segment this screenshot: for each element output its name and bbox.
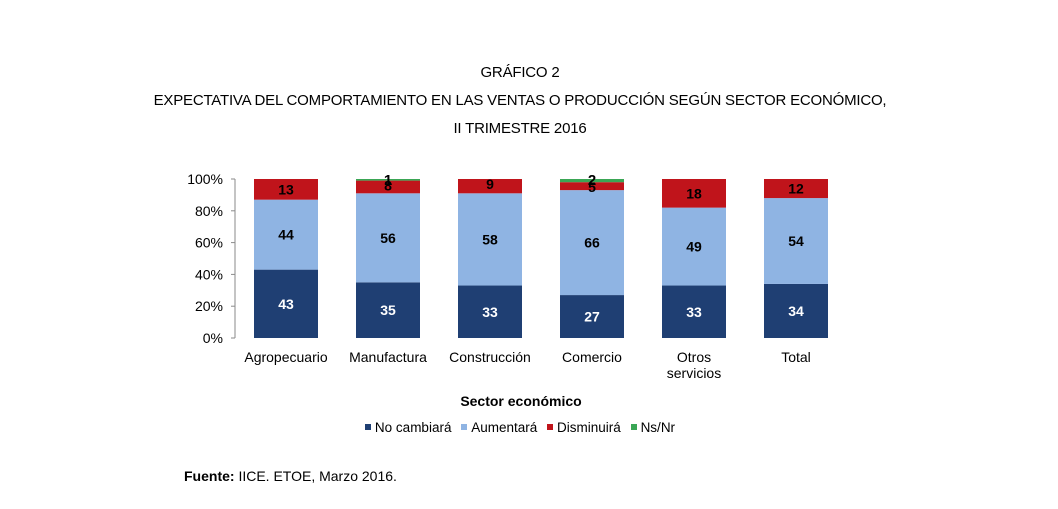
- bar-no-cambiara-otros-servicios: [662, 285, 726, 338]
- bar-disminuira-construccion: [458, 179, 522, 194]
- bar-aumentara-agropecuario: [254, 199, 318, 270]
- legend-swatch-disminuira: [547, 424, 554, 431]
- x-tick-label-line: Manufactura: [349, 349, 427, 365]
- chart-title-line-2: EXPECTATIVA DEL COMPORTAMIENTO EN LAS VE…: [153, 92, 887, 109]
- bar-aumentara-construccion: [458, 193, 522, 286]
- source-note: Fuente: IICE. ETOE, Marzo 2016.: [184, 468, 397, 484]
- x-tick-label-manufactura: Manufactura: [349, 349, 427, 365]
- legend-swatch-aumentara: [461, 424, 468, 431]
- bar-disminuira-total: [764, 179, 828, 199]
- data-label-disminuira-agropecuario: 13: [278, 181, 294, 197]
- legend-swatch-nsnr: [630, 424, 637, 431]
- data-label-ns-nr-comercio: 2: [588, 172, 596, 189]
- bar-no-cambiara-construccion: [458, 285, 522, 338]
- data-label-no-cambiara-construccion: 33: [482, 304, 498, 320]
- legend-item-disminuira: Disminuirá: [547, 420, 621, 435]
- y-tick-label: 100%: [187, 171, 223, 187]
- bar-no-cambiara-comercio: [560, 295, 624, 338]
- bar-no-cambiara-agropecuario: [254, 269, 318, 338]
- data-label-aumentara-agropecuario: 44: [278, 227, 294, 243]
- bar-no-cambiara-total: [764, 283, 828, 338]
- source-text: IICE. ETOE, Marzo 2016.: [234, 468, 397, 484]
- x-axis-title: Sector económico: [460, 393, 581, 409]
- data-label-disminuira-construccion: 9: [486, 176, 494, 192]
- legend-label-no-cambiara: No cambiará: [374, 420, 452, 435]
- y-tick-label: 80%: [195, 203, 223, 219]
- bar-aumentara-total: [764, 198, 828, 284]
- data-label-disminuira-otros-servicios: 18: [686, 185, 702, 201]
- x-tick-label-total: Total: [781, 349, 811, 365]
- x-tick-label-otros-servicios: Otros servicios: [667, 349, 721, 381]
- y-tick-label: 60%: [195, 235, 223, 251]
- data-label-disminuira-total: 12: [788, 181, 804, 197]
- chart-title-line-3: II TRIMESTRE 2016: [453, 120, 587, 137]
- legend-swatch-no-cambiara: [364, 424, 371, 431]
- chart-title-line-1: GRÁFICO 2: [480, 64, 560, 81]
- x-tick-label-agropecuario: Agropecuario: [244, 349, 327, 365]
- x-tick-label-line: servicios: [667, 365, 721, 381]
- data-label-disminuira-manufactura: 8: [384, 178, 392, 194]
- data-label-ns-nr-manufactura: 1: [384, 172, 392, 189]
- legend-label-nsnr: Ns/Nr: [640, 420, 676, 435]
- x-tick-label-line: Total: [781, 349, 811, 365]
- legend-label-disminuira: Disminuirá: [557, 420, 621, 435]
- x-tick-label-comercio: Comercio: [562, 349, 622, 365]
- bar-aumentara-otros-servicios: [662, 207, 726, 286]
- data-label-aumentara-construccion: 58: [482, 231, 498, 247]
- data-label-aumentara-manufactura: 56: [380, 230, 396, 246]
- data-label-no-cambiara-manufactura: 35: [380, 302, 396, 318]
- x-tick-label-line: Construcción: [449, 349, 531, 365]
- bar-disminuira-otros-servicios: [662, 179, 726, 208]
- data-label-aumentara-otros-servicios: 49: [686, 239, 702, 255]
- chart-legend: No cambiará Aumentará Disminuirá Ns/Nr: [0, 420, 1040, 435]
- bar-disminuira-comercio: [560, 182, 624, 191]
- stacked-bar-chart: 0%20%40%60%80%100%434413Agropecuario3556…: [187, 171, 828, 409]
- x-tick-label-construccion: Construcción: [449, 349, 531, 365]
- data-label-disminuira-comercio: 5: [588, 179, 596, 195]
- y-tick-label: 20%: [195, 298, 223, 314]
- data-label-aumentara-total: 54: [788, 233, 804, 249]
- x-tick-label-line: Agropecuario: [244, 349, 327, 365]
- bar-aumentara-manufactura: [356, 193, 420, 283]
- data-label-no-cambiara-comercio: 27: [584, 309, 600, 325]
- bar-ns-nr-manufactura: [356, 179, 420, 181]
- x-tick-label-line: Otros: [677, 349, 711, 365]
- bar-aumentara-comercio: [560, 190, 624, 296]
- legend-item-no-cambiara: No cambiará: [364, 420, 452, 435]
- legend-label-aumentara: Aumentará: [471, 420, 538, 435]
- data-label-no-cambiara-agropecuario: 43: [278, 296, 294, 312]
- data-label-no-cambiara-total: 34: [788, 303, 804, 319]
- y-tick-label: 0%: [203, 330, 223, 346]
- bar-disminuira-agropecuario: [254, 179, 318, 200]
- bar-disminuira-manufactura: [356, 180, 420, 194]
- legend-item-nsnr: Ns/Nr: [630, 420, 676, 435]
- x-tick-label-line: Comercio: [562, 349, 622, 365]
- y-tick-label: 40%: [195, 266, 223, 282]
- legend-item-aumentara: Aumentará: [461, 420, 537, 435]
- data-label-no-cambiara-otros-servicios: 33: [686, 304, 702, 320]
- source-label: Fuente:: [184, 468, 235, 484]
- data-label-aumentara-comercio: 66: [584, 235, 600, 251]
- bar-no-cambiara-manufactura: [356, 282, 420, 338]
- bar-ns-nr-comercio: [560, 179, 624, 183]
